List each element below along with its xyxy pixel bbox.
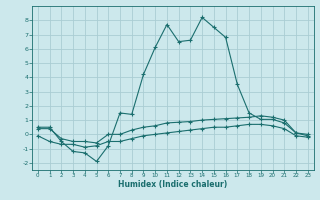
X-axis label: Humidex (Indice chaleur): Humidex (Indice chaleur): [118, 180, 228, 189]
